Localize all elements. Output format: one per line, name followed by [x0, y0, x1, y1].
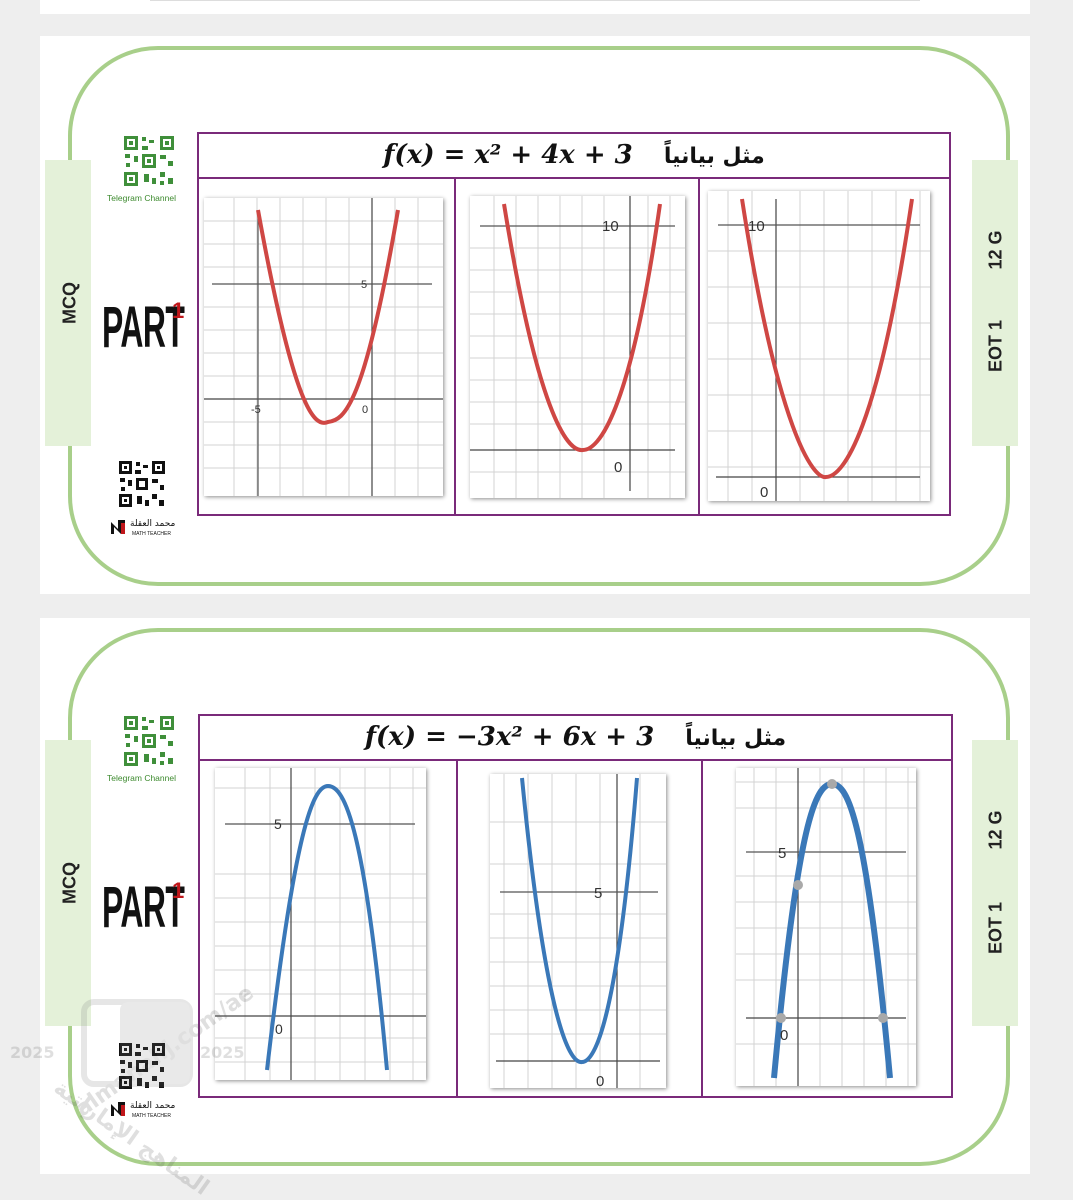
telegram-caption: Telegram Channel [107, 193, 176, 203]
teacher-logo-icon [111, 1102, 125, 1116]
teacher-subtitle: MATH TEACHER [132, 1113, 171, 1119]
grid-lines [204, 198, 443, 496]
question-formula-row: f(x) = x² + 4x + 3 مثل بيانياً [199, 134, 949, 177]
tick-label-0: 0 [275, 1021, 283, 1037]
function-formula: f(x) = x² + 4x + 3 [383, 140, 633, 170]
axes [496, 774, 660, 1088]
part-label: PART 1 [102, 294, 252, 361]
graph-option-3[interactable]: 10 0 [708, 191, 930, 501]
left-side-tab [45, 740, 91, 1026]
tick-label-5: 5 [778, 845, 786, 862]
mcq-label: MCQ [59, 282, 80, 324]
answer-option-2[interactable] [458, 761, 703, 1096]
tick-label-0: 0 [596, 1073, 604, 1088]
part-label: PART 1 [102, 874, 252, 941]
grid-lines [708, 191, 930, 501]
graph-option-3[interactable]: 5 0 [736, 768, 916, 1086]
mcq-label: MCQ [59, 862, 80, 904]
tick-label-0: 0 [760, 484, 768, 501]
teacher-name: محمد العقلة [130, 1101, 176, 1111]
telegram-caption: Telegram Channel [107, 773, 176, 783]
instruction-text: مثل بيانياً [685, 726, 787, 751]
teacher-signature: محمد العقلة MATH TEACHER [110, 1101, 175, 1121]
right-side-tab [972, 160, 1018, 446]
previous-card-strip [40, 0, 1030, 14]
worksheet-card-2: MCQ 12 G EOT 1 Telegram Channel PART 1 [40, 618, 1030, 1174]
graph-option-2[interactable]: 10 0 [470, 196, 685, 498]
tick-label-10: 10 [602, 218, 619, 235]
curve-1b [502, 203, 662, 453]
axes [716, 199, 920, 501]
exam-label: EOT 1 [985, 319, 1006, 373]
grade-label: 12 G [985, 230, 1006, 270]
question-header: f(x) = −3x² + 6x + 3 مثل بيانياً [200, 716, 951, 761]
part-number: 1 [172, 878, 185, 903]
telegram-qr-code [122, 134, 176, 192]
tick-label-neg5: -5 [251, 404, 261, 416]
teacher-logo-icon [111, 520, 125, 534]
question-header: f(x) = x² + 4x + 3 مثل بيانياً [199, 134, 949, 179]
grid-lines [490, 774, 666, 1088]
grid-lines [215, 768, 426, 1080]
axes [215, 768, 426, 1080]
curve-2c [771, 780, 893, 1079]
contact-qr-code [118, 460, 166, 512]
answer-option-1[interactable] [199, 179, 456, 514]
curve-1a [256, 209, 400, 425]
part-text: PART [102, 295, 185, 360]
curve-1c [740, 198, 914, 480]
curve-key-points [776, 779, 888, 1023]
tick-label-5: 5 [594, 885, 602, 902]
teacher-name: محمد العقلة [130, 519, 176, 529]
part-number: 1 [172, 298, 185, 323]
graph-option-1[interactable]: 5 -5 0 [204, 198, 443, 496]
instruction-text: مثل بيانياً [663, 144, 765, 169]
right-side-tab [972, 740, 1018, 1026]
curve-2a [265, 783, 389, 1071]
axes [746, 768, 906, 1086]
left-side-tab [45, 160, 91, 446]
graph-option-1[interactable]: 5 0 [215, 768, 426, 1080]
function-formula: f(x) = −3x² + 6x + 3 [364, 722, 655, 752]
part-text: PART [102, 875, 185, 940]
tick-label-10: 10 [748, 218, 765, 235]
axes [204, 198, 443, 496]
axes [470, 196, 675, 491]
contact-qr-code [118, 1042, 166, 1094]
grade-label: 12 G [985, 810, 1006, 850]
question-table: f(x) = −3x² + 6x + 3 مثل بيانياً [198, 714, 953, 1098]
tick-label-5: 5 [361, 279, 367, 291]
teacher-signature: محمد العقلة MATH TEACHER [110, 519, 175, 539]
tick-label-5: 5 [274, 816, 282, 832]
exam-label: EOT 1 [985, 901, 1006, 955]
question-table: f(x) = x² + 4x + 3 مثل بيانياً [197, 132, 951, 516]
worksheet-card-1: MCQ 12 G EOT 1 Telegram Channel PART 1 [40, 36, 1030, 594]
grid-lines [470, 196, 685, 498]
question-formula-row: f(x) = −3x² + 6x + 3 مثل بيانياً [200, 716, 951, 759]
telegram-qr-code [122, 714, 176, 772]
tick-label-0: 0 [780, 1027, 788, 1044]
answer-option-2[interactable] [456, 179, 700, 514]
graph-option-2[interactable]: 5 0 [490, 774, 666, 1088]
answer-option-1[interactable] [200, 761, 458, 1096]
tick-label-0: 0 [614, 459, 622, 476]
curve-2b [520, 777, 639, 1065]
teacher-subtitle: MATH TEACHER [132, 531, 171, 537]
tick-label-0: 0 [362, 404, 368, 416]
